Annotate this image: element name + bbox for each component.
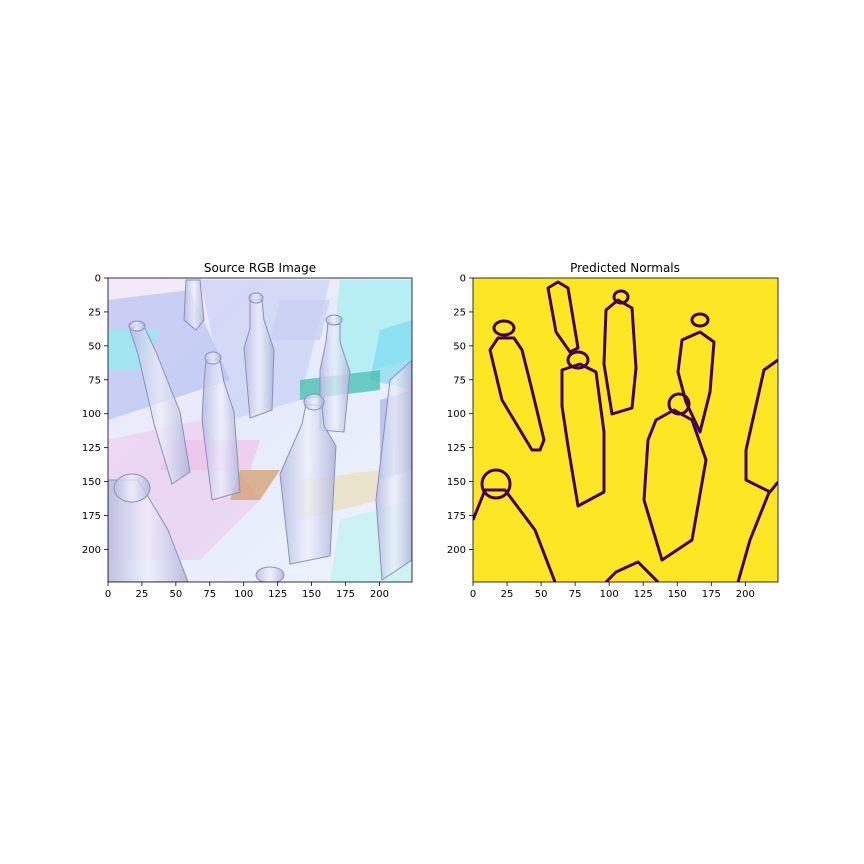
source-x-tick-label: 175 <box>336 589 355 600</box>
source-x-tick-label: 150 <box>302 589 321 600</box>
source-y-tick-label: 100 <box>82 409 101 420</box>
source-x-tick-label: 200 <box>370 589 389 600</box>
normals-x-tick-label: 125 <box>634 589 653 600</box>
source-y-tick-label: 150 <box>82 477 101 488</box>
source-x-tick-label: 25 <box>136 589 149 600</box>
normals-y-tick-label: 200 <box>447 545 466 556</box>
normals-y-tick-label: 0 <box>460 274 466 285</box>
source-y-tick-label: 50 <box>88 341 101 352</box>
predicted-normals-panel: Predicted Normals <box>447 261 779 601</box>
normals-x-tick-label: 100 <box>600 589 619 600</box>
normals-y-tick-label: 150 <box>447 477 466 488</box>
predicted-normals-title: Predicted Normals <box>570 261 680 275</box>
source-x-tick-label: 50 <box>169 589 182 600</box>
normals-y-tick-label: 100 <box>447 409 466 420</box>
source-y-tick-label: 175 <box>82 511 101 522</box>
normals-x-tick-label: 75 <box>569 589 582 600</box>
predicted-normals-heatmap <box>473 278 778 582</box>
source-x-tick-label: 125 <box>268 589 287 600</box>
source-y-tick-label: 0 <box>95 274 101 285</box>
normals-y-tick-label: 175 <box>447 511 466 522</box>
normals-x-tick-label: 0 <box>470 589 476 600</box>
source-x-tick-label: 0 <box>105 589 111 600</box>
normals-y-tick-label: 25 <box>453 307 466 318</box>
source-x-tick-label: 100 <box>234 589 253 600</box>
normals-x-tick-label: 200 <box>736 589 755 600</box>
source-image-panel: Source RGB Image <box>82 261 413 601</box>
source-image <box>108 278 412 582</box>
normals-x-tick-label: 175 <box>702 589 721 600</box>
normals-x-tick-label: 50 <box>535 589 548 600</box>
source-y-tick-label: 25 <box>88 307 101 318</box>
normals-x-tick-label: 150 <box>668 589 687 600</box>
predicted-normals-axes: 0 25 50 75 100 125 150 175 200 0 25 50 75 100 125 150 17… <box>447 274 755 601</box>
normals-y-tick-label: 125 <box>447 443 466 454</box>
source-image-title: Source RGB Image <box>204 261 316 275</box>
source-image-axes: 0 25 50 75 100 125 150 175 200 0 25 50 75 100 125 150 17… <box>82 274 389 601</box>
source-x-tick-label: 75 <box>203 589 216 600</box>
normals-y-tick-label: 75 <box>453 375 466 386</box>
source-y-tick-label: 75 <box>88 375 101 386</box>
source-y-tick-label: 200 <box>82 545 101 556</box>
source-y-tick-label: 125 <box>82 443 101 454</box>
normals-x-tick-label: 25 <box>501 589 514 600</box>
normals-y-tick-label: 50 <box>453 341 466 352</box>
